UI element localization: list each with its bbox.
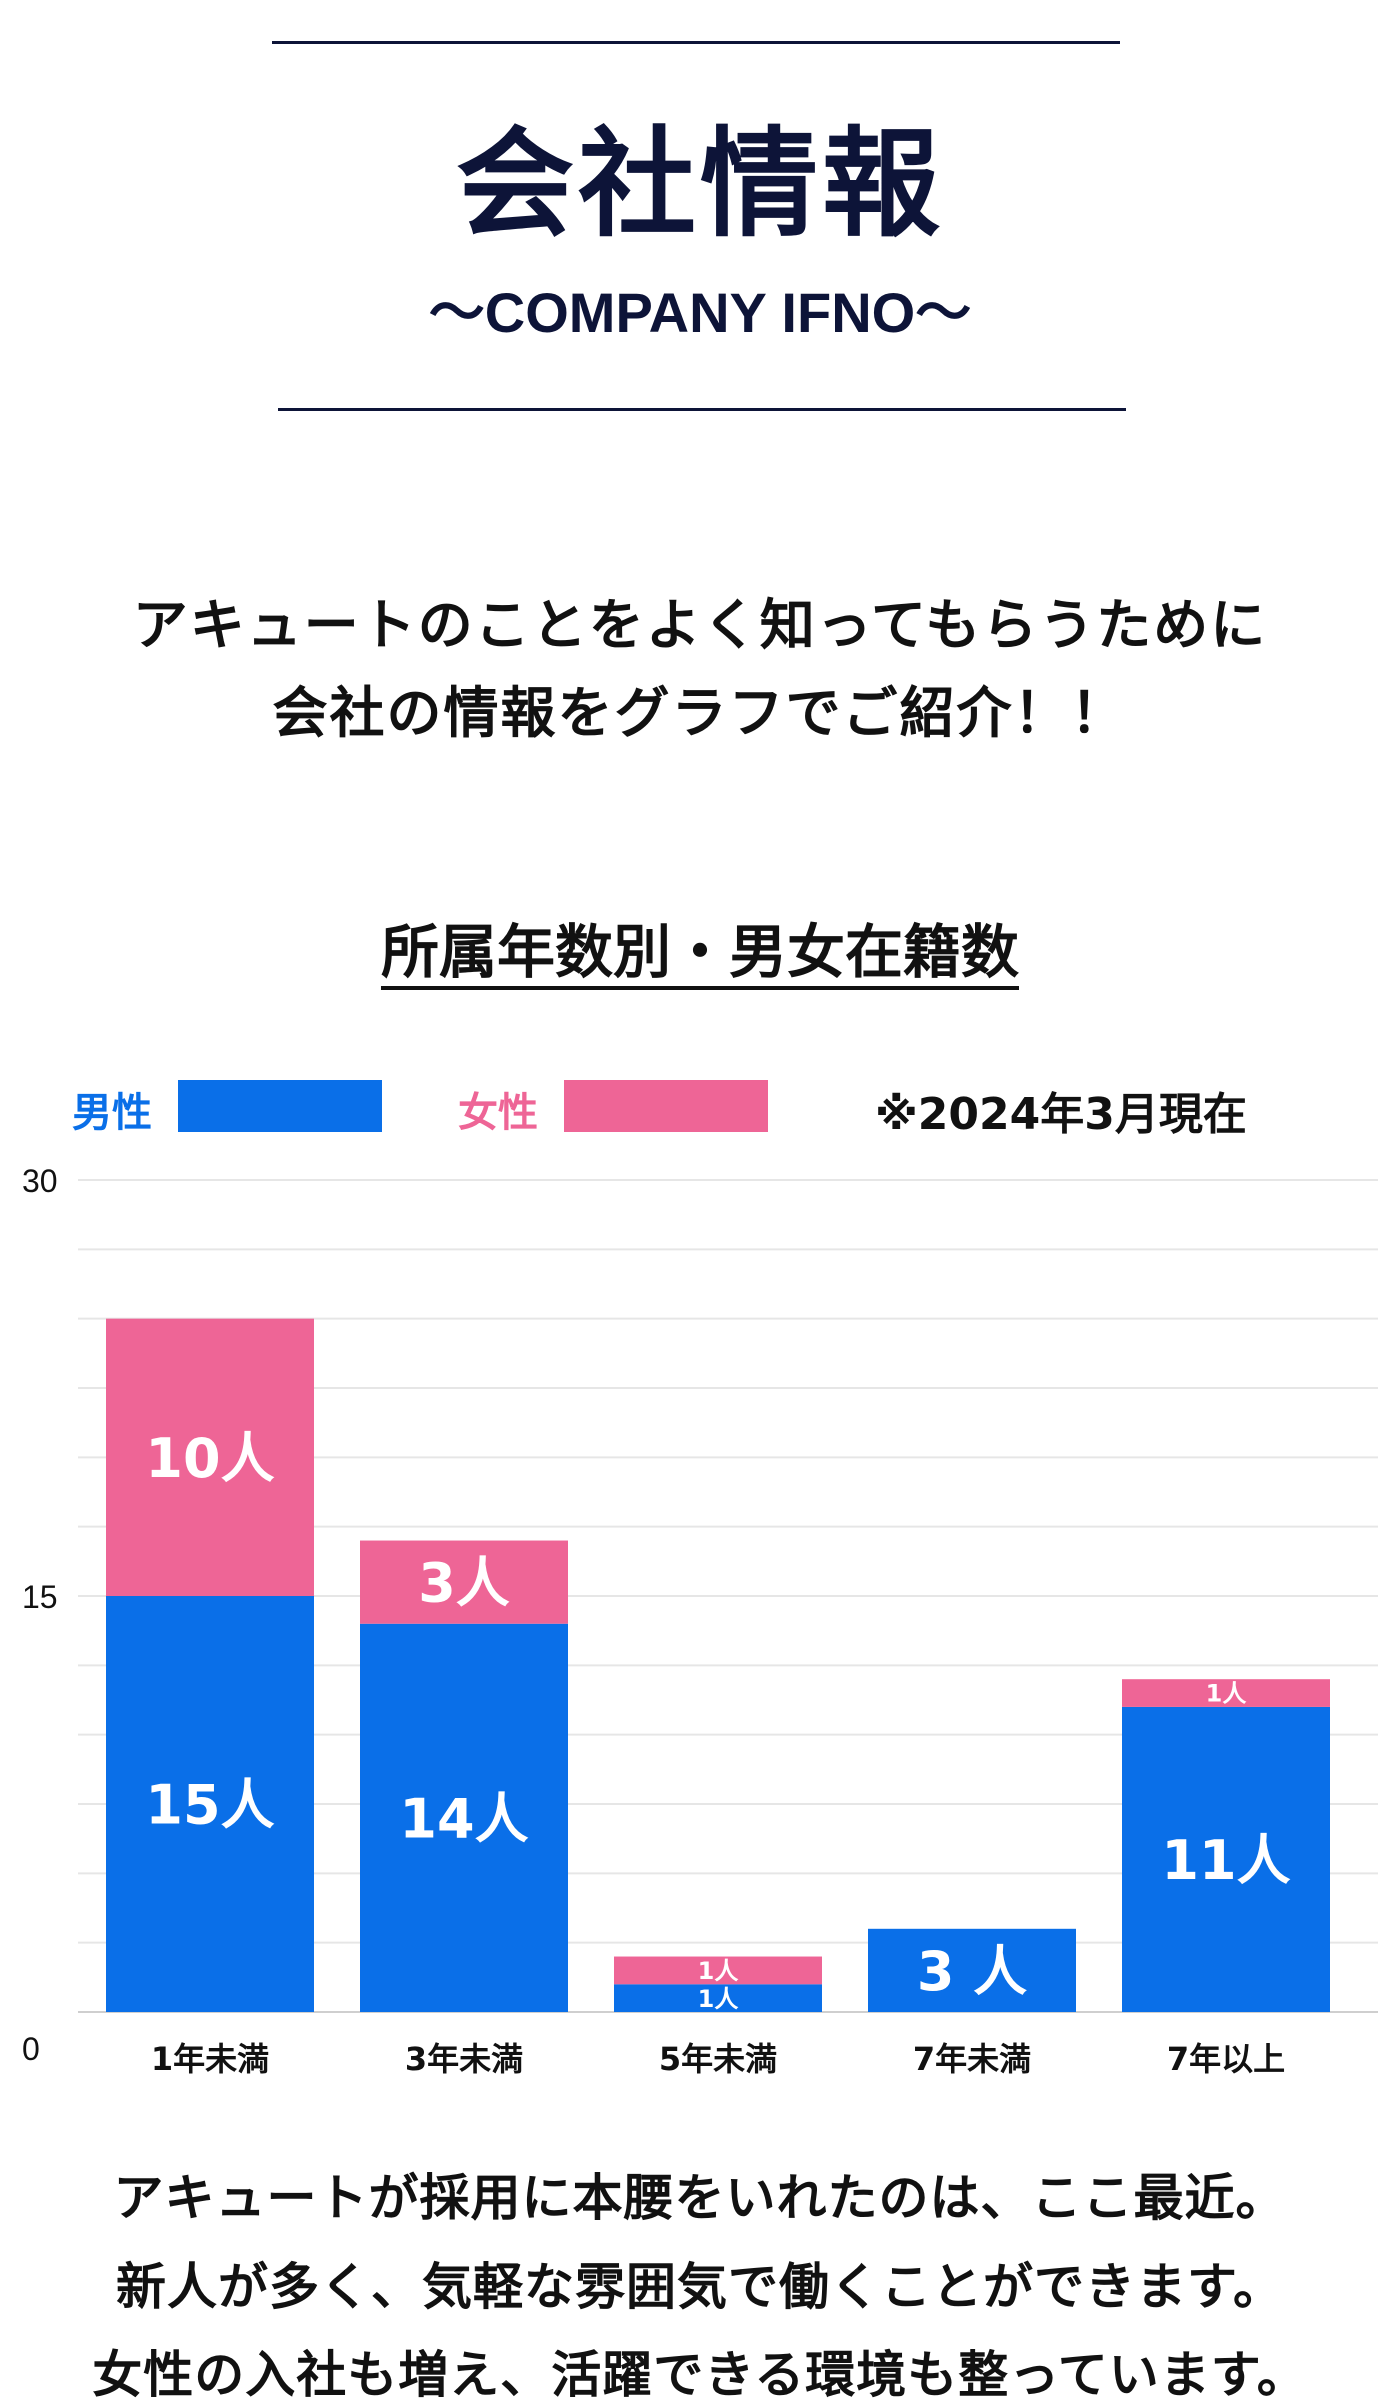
bar-label-male: 15人 xyxy=(145,1773,274,1836)
x-category-label: 1年未満 xyxy=(151,2040,269,2078)
closing-line-3: 女性の入社も増え、活躍できる環境も整っています。 xyxy=(92,2346,1308,2404)
closing-line-1: アキュートが採用に本腰をいれたのは、ここ最近。 xyxy=(113,2169,1287,2227)
x-category-label: 5年未満 xyxy=(659,2040,777,2078)
bar-segment-male xyxy=(1122,1706,1330,2012)
bar-label-female: 1人 xyxy=(1206,1680,1247,1708)
bar-segment-male xyxy=(614,1984,822,2012)
bar-label-male: 14人 xyxy=(399,1787,528,1850)
legend-male-label: 男性 xyxy=(72,1090,152,1136)
legend-female-swatch xyxy=(564,1080,768,1132)
x-category-label: 3年未満 xyxy=(405,2040,523,2078)
x-category-label: 7年未満 xyxy=(913,2040,1031,2078)
y-tick-label: 30 xyxy=(22,1163,58,1199)
chart-title: 所属年数別・男女在籍数 xyxy=(0,905,1400,989)
bar-label-male: 3 人 xyxy=(917,1940,1027,2003)
legend-male-swatch xyxy=(178,1080,382,1132)
y-tick-label: 15 xyxy=(22,1579,58,1615)
bar-segment-male xyxy=(360,1623,568,2012)
bar-segment-female xyxy=(106,1318,314,1596)
legend-female-label: 女性 xyxy=(458,1090,538,1136)
bar-label-female: 10人 xyxy=(145,1427,274,1490)
y-tick-label: 0 xyxy=(22,2031,40,2067)
x-category-label: 7年以上 xyxy=(1167,2040,1285,2078)
page-subtitle: 〜COMPANY IFNO〜 xyxy=(428,281,972,344)
page-title: 会社情報 xyxy=(455,115,944,253)
bar-segment-male xyxy=(868,1928,1076,2012)
bar-segment-female xyxy=(360,1540,568,1624)
chart-x-categories: 1年未満 3年未満 5年未満 7年未満 7年以上 xyxy=(151,2040,1285,2078)
header-bottom-rule xyxy=(278,408,1126,411)
bar-segment-male xyxy=(106,1596,314,2012)
intro-line-1: アキュートのことをよく知ってもらうために xyxy=(132,593,1268,657)
bar-label-male: 11人 xyxy=(1161,1829,1290,1892)
bar-label-female: 3人 xyxy=(418,1552,510,1615)
chart-y-ticks: 0 15 30 xyxy=(22,1163,58,2067)
bar-segment-female xyxy=(614,1956,822,1985)
header-top-rule xyxy=(272,41,1120,44)
intro-line-2: 会社の情報をグラフでご紹介！！ xyxy=(272,681,1128,745)
as-of-note: ※2024年3月現在 xyxy=(875,1089,1247,1140)
chart-title-text: 所属年数別・男女在籍数 xyxy=(380,918,1019,986)
closing-line-2: 新人が多く、気軽な雰囲気で働くことができます。 xyxy=(116,2258,1284,2316)
bar-label-female: 1人 xyxy=(698,1957,739,1985)
bar-label-male: 1人 xyxy=(698,1985,739,2013)
bar-segment-female xyxy=(1122,1679,1330,1707)
